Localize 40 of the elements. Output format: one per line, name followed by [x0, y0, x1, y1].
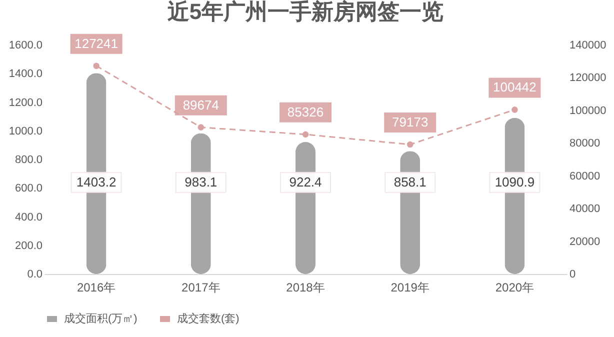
y-tick-label: 1600.0	[8, 40, 42, 52]
data-label: 1403.2	[76, 174, 116, 190]
data-label: 100442	[493, 80, 536, 95]
point	[198, 124, 204, 130]
point	[406, 141, 414, 148]
data-label: 1090.9	[494, 174, 535, 190]
y-tick-label: 1400.0	[8, 68, 42, 80]
y-tick-label: 800.0	[14, 154, 42, 166]
legend-label: 成交套数(套)	[177, 312, 240, 325]
data-label: 79173	[392, 114, 428, 130]
legend-label: 成交面积(万㎡)	[64, 312, 138, 325]
y-tick-label: 1000.0	[8, 125, 42, 138]
data-label: 983.1	[184, 174, 218, 190]
point	[512, 106, 518, 113]
y2-tick-label: 20000	[570, 236, 600, 248]
y-tick-label: 400.0	[14, 211, 42, 224]
y-tick-label: 1200.0	[8, 96, 42, 109]
data-label: 858.1	[394, 174, 426, 190]
x-tick-label: 2017年	[182, 280, 220, 294]
data-label: 89674	[182, 97, 219, 112]
data-label: 127241	[74, 36, 118, 51]
point	[93, 62, 100, 70]
data-label: 85326	[287, 104, 324, 120]
y2-tick-label: 120000	[570, 72, 606, 84]
y-tick-label: 0.0	[27, 268, 42, 280]
y-tick-label: 200.0	[14, 240, 42, 252]
chart-title: 近5年广州一手新房网签一览	[166, 0, 444, 24]
point	[302, 131, 309, 138]
y2-tick-label: 140000	[570, 40, 606, 52]
data-label: 922.4	[289, 174, 322, 190]
y2-tick-label: 100000	[570, 104, 606, 117]
y-tick-label: 600.0	[14, 182, 42, 195]
x-tick-label: 2016年	[76, 280, 116, 294]
x-tick-label: 2019年	[390, 280, 430, 294]
y2-tick-label: 60000	[570, 170, 600, 182]
x-tick-label: 2020年	[495, 280, 534, 294]
x-tick-label: 2018年	[286, 280, 325, 294]
y2-tick-label: 0	[570, 268, 576, 280]
y2-tick-label: 40000	[570, 203, 600, 216]
y2-tick-label: 80000	[570, 138, 600, 150]
